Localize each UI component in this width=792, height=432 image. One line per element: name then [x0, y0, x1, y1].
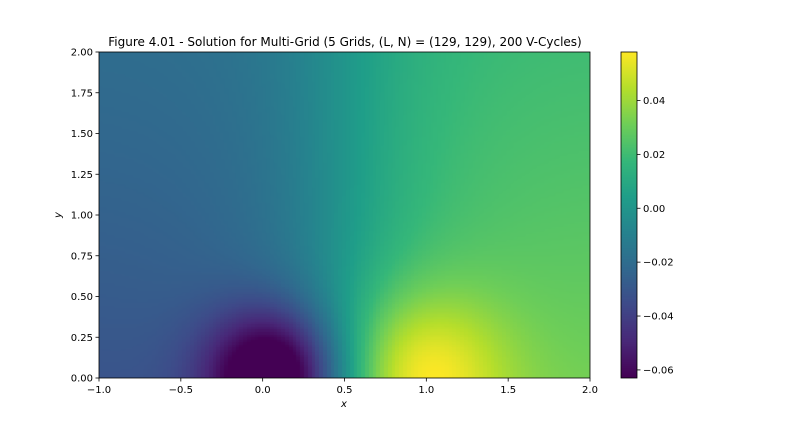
y-tick-label: 0.00	[71, 374, 93, 385]
colorbar-tick-label: 0.04	[643, 96, 665, 107]
x-tick-label: 0.0	[255, 385, 271, 396]
colorbar	[621, 52, 637, 378]
y-tick-label: 2.00	[71, 48, 93, 59]
chart-title: Figure 4.01 - Solution for Multi-Grid (5…	[108, 35, 582, 49]
x-axis-label: x	[340, 399, 347, 410]
y-tick-label: 1.75	[71, 88, 93, 99]
y-axis-label: y	[53, 211, 64, 219]
colorbar-tick-label: −0.02	[643, 258, 674, 269]
y-tick-label: 0.25	[71, 333, 93, 344]
colorbar-tick-label: 0.02	[643, 150, 665, 161]
x-tick-label: 0.5	[337, 385, 353, 396]
colorbar-tick-label: −0.06	[643, 365, 674, 376]
colorbar-axis: −0.06 −0.04 −0.02 0.00 0.02 0.04	[637, 96, 674, 376]
colorbar-frame	[620, 51, 638, 379]
y-tick-label: 1.25	[71, 170, 93, 181]
y-tick-label: 0.50	[71, 292, 93, 303]
y-tick-label: 1.50	[71, 129, 93, 140]
x-tick-label: 1.5	[500, 385, 516, 396]
y-tick-label: 0.75	[71, 251, 93, 262]
heatmap-field	[99, 52, 590, 378]
colorbar-tick-label: 0.00	[643, 204, 665, 215]
x-axis: −1.0 −0.5 0.0 0.5 1.0 1.5 2.0	[87, 378, 598, 396]
x-tick-label: −1.0	[87, 385, 111, 396]
y-tick-label: 1.00	[71, 211, 93, 222]
y-axis: 0.00 0.25 0.50 0.75 1.00 1.25 1.50 1.75 2.00	[71, 48, 99, 385]
x-tick-label: 2.0	[582, 385, 598, 396]
x-tick-label: 1.0	[418, 385, 434, 396]
colorbar-tick-label: −0.04	[643, 312, 674, 323]
x-tick-label: −0.5	[169, 385, 193, 396]
